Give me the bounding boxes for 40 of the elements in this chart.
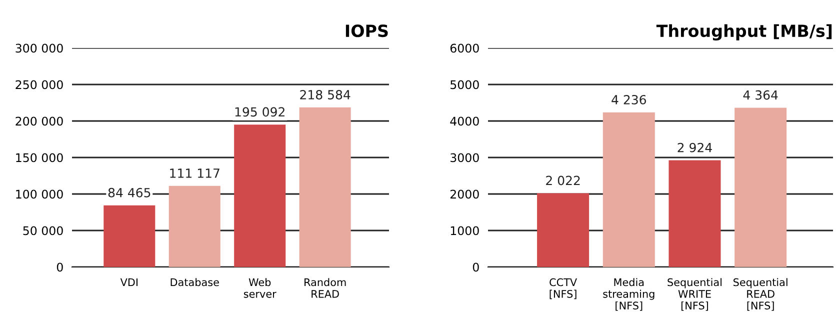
y-tick-label: 3000 — [450, 153, 479, 162]
y-tick-label: 300 000 — [16, 44, 63, 53]
data-label: 84 465 — [108, 188, 150, 198]
x-tick-label: CCTV [NFS] — [550, 278, 577, 300]
x-tick-label: VDI — [120, 278, 138, 286]
y-tick-label: 2000 — [450, 190, 479, 199]
x-tick-label: Random READ — [304, 278, 346, 298]
y-tick-label: 6000 — [450, 44, 479, 53]
y-tick-label: 150 000 — [16, 153, 63, 162]
bar — [299, 107, 351, 267]
bar — [668, 160, 721, 267]
data-label: 2 924 — [678, 142, 712, 152]
x-tick-label: Web server — [244, 278, 276, 298]
x-tick-label: Sequential WRITE [NFS] — [668, 278, 722, 311]
y-tick-label: 1000 — [450, 226, 479, 236]
x-tick-label: Sequential READ [NFS] — [734, 278, 788, 311]
bar — [602, 112, 655, 267]
y-tick-label: 4000 — [450, 116, 479, 126]
y-tick-label: 0 — [56, 262, 63, 272]
y-tick-label: 0 — [472, 262, 479, 272]
data-label: 4 364 — [743, 90, 778, 100]
y-tick-label: 50 000 — [23, 226, 63, 236]
x-tick-label: Media streaming [NFS] — [603, 278, 654, 311]
y-tick-label: 250 000 — [16, 80, 63, 90]
data-label: 2 022 — [546, 176, 580, 186]
y-tick-label: 100 000 — [16, 190, 63, 199]
y-tick-label: 200 000 — [16, 116, 63, 126]
bar — [234, 124, 286, 267]
x-tick-label: Database — [170, 278, 219, 286]
bar — [168, 186, 220, 267]
data-label: 218 584 — [300, 90, 350, 100]
bar — [734, 108, 787, 267]
y-tick-label: 5000 — [450, 80, 479, 90]
bar — [537, 193, 590, 267]
chart-title: IOPS — [346, 24, 388, 38]
data-label: 195 092 — [235, 107, 284, 117]
data-label: 4 236 — [612, 94, 646, 104]
data-label: 111 117 — [170, 168, 220, 178]
bar — [104, 205, 156, 267]
chart-title: Throughput [MB/s] — [656, 24, 832, 40]
